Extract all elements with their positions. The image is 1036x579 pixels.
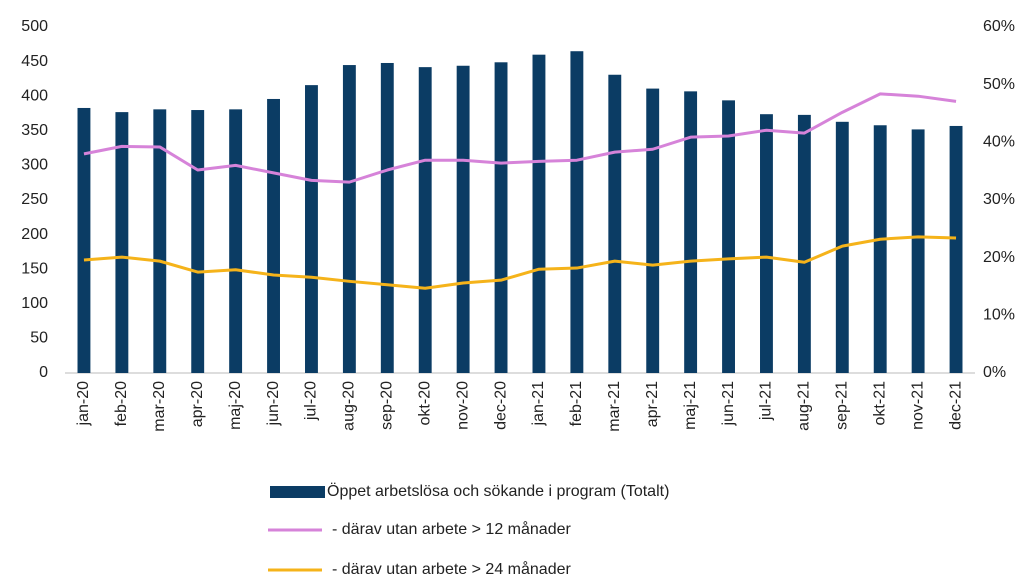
x-tick-label: mar-20 [151,381,168,432]
bar [684,91,698,373]
x-tick-label: aug-21 [796,381,813,431]
y-tick-label: 350 [21,122,48,139]
x-tick-label: dec-21 [947,381,964,430]
y2-tick-label: 50% [983,76,1015,93]
y2-tick-label: 20% [983,249,1015,266]
x-tick-label: jul-21 [758,381,775,421]
bar [305,85,318,374]
x-tick-label: jul-20 [303,381,320,421]
bar [570,51,584,373]
y-tick-label: 0 [39,364,48,381]
bar [267,98,280,373]
bar [77,107,91,374]
y-tick-label: 150 [21,260,48,277]
x-tick-label: jan-21 [530,381,547,427]
bar [456,65,470,373]
y2-tick-label: 40% [983,134,1015,151]
legend-label: - därav utan arbete > 12 månader [332,520,571,538]
x-tick-label: nov-21 [909,381,926,430]
bar [418,67,432,374]
y-tick-label: 500 [21,18,48,35]
line [83,92,957,184]
x-tick-label: feb-20 [113,381,130,426]
x-tick-label: feb-21 [568,381,585,426]
legend-swatch [270,486,325,498]
legend-label: - därav utan arbete > 24 månader [332,560,571,578]
x-tick-label: sep-21 [834,381,851,430]
x-tick-label: apr-20 [189,381,206,427]
x-tick-label: jun-20 [265,381,282,427]
y-tick-label: 100 [21,295,48,312]
x-tick-label: sep-20 [379,381,396,430]
bar [797,114,811,373]
bar [532,54,546,374]
line [83,235,957,290]
x-tick-label: okt-21 [871,381,888,426]
bar [191,110,205,373]
y2-tick-label: 60% [983,18,1015,35]
bar [229,109,243,374]
bar [911,129,925,373]
bar [115,112,129,373]
bar [153,109,167,374]
y-tick-label: 200 [21,226,48,243]
y2-tick-label: 10% [983,307,1015,324]
y-tick-label: 300 [21,157,48,174]
legend-label: Öppet arbetslösa och sökande i program (… [327,482,669,500]
bar [608,74,622,374]
y2-tick-label: 0% [983,364,1006,381]
x-tick-label: okt-20 [416,381,433,426]
y-tick-label: 400 [21,87,48,104]
x-tick-label: nov-20 [454,381,471,430]
bar [494,62,508,374]
bar [380,62,394,373]
y-tick-label: 450 [21,53,48,70]
bar [760,114,773,373]
x-tick-label: maj-21 [682,381,699,430]
x-tick-label: apr-21 [644,381,661,427]
x-tick-label: jun-21 [720,381,737,427]
bar [342,65,356,373]
bar [722,100,735,374]
bar [873,125,887,373]
x-tick-label: jan-20 [75,381,92,427]
y-tick-label: 50 [30,330,48,347]
y2-tick-label: 30% [983,191,1015,208]
x-tick-label: mar-21 [606,381,623,432]
x-tick-label: aug-20 [341,381,358,431]
bar [949,125,963,374]
x-tick-label: maj-20 [227,381,244,430]
x-tick-label: dec-20 [492,381,509,430]
y-tick-label: 250 [21,191,48,208]
bar [646,88,660,373]
